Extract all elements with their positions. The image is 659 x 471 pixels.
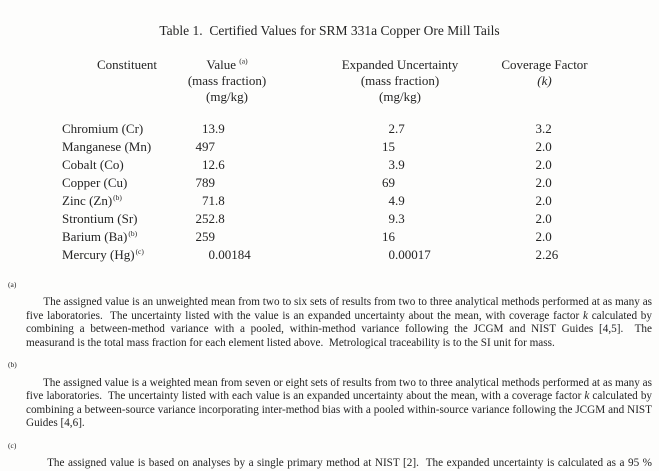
value-cell: 259 <box>195 229 216 244</box>
footnote-c: (c) The assigned value is based on analys… <box>8 442 653 471</box>
row-footnote-ref: (c) <box>135 246 144 256</box>
coverage-factor-cell: 2.0 <box>535 211 552 226</box>
row-footnote-ref: (b) <box>128 228 138 238</box>
uncertainty-cell: 0.00017 <box>388 247 431 262</box>
constituent-cell: Manganese (Mn) <box>62 139 152 154</box>
uncertainty-cell: 4.9 <box>388 193 405 208</box>
table-title: Table 1. Certified Values for SRM 331a C… <box>159 23 500 38</box>
table-row: Copper (Cu) 789 69 2.0 <box>0 174 659 192</box>
uncertainty-cell: 16 <box>382 229 395 244</box>
coverage-factor-cell: 2.26 <box>535 247 559 262</box>
footnote-ref-a: (a) <box>239 56 248 66</box>
column-header-expanded-uncertainty: Expanded Uncertainty (mass fraction) (mg… <box>310 57 490 105</box>
row-footnote-ref: (b) <box>113 192 122 202</box>
footnotes-section: (a) The assigned value is an unweighted m… <box>8 280 655 471</box>
constituent-cell: Zinc (Zn)(b) <box>62 192 122 208</box>
certified-values-table: Chromium (Cr) 13.9 2.7 3.2 Manganese (Mn… <box>0 120 659 264</box>
coverage-factor-cell: 2.0 <box>535 157 552 172</box>
coverage-factor-cell: 2.0 <box>535 193 552 208</box>
header-uncertainty-units-1: (mass fraction) <box>360 73 440 88</box>
footnote-text-b: The assigned value is a weighted mean fr… <box>26 376 655 430</box>
uncertainty-cell: 15 <box>382 139 395 154</box>
table-row: Chromium (Cr) 13.9 2.7 3.2 <box>0 120 659 138</box>
constituent-cell: Mercury (Hg)(c) <box>62 246 144 262</box>
uncertainty-cell: 3.9 <box>388 157 405 172</box>
table-row: Strontium (Sr) 252.8 9.3 2.0 <box>0 210 659 228</box>
table-row: Mercury (Hg)(c) 0.00184 0.00017 2.26 <box>0 246 659 264</box>
value-cell: 13.9 <box>202 121 225 136</box>
column-header-coverage-factor: Coverage Factor (k) <box>466 57 623 105</box>
header-value-units-1: (mass fraction) <box>187 73 267 88</box>
coverage-factor-cell: 2.0 <box>535 229 552 244</box>
table-header-row: Constituent Value (a) (mass fraction) (m… <box>0 57 659 105</box>
value-cell: 71.8 <box>202 193 225 208</box>
footnote-text-c: The assigned value is based on analyses … <box>26 457 653 471</box>
coverage-factor-cell: 3.2 <box>535 121 552 136</box>
column-header-constituent: Constituent <box>62 57 192 105</box>
value-cell: 252.8 <box>195 211 225 226</box>
footnote-text-a: The assigned value is an unweighted mean… <box>26 296 655 349</box>
header-constituent-label: Constituent <box>97 57 157 72</box>
header-uncertainty-label: Expanded Uncertainty <box>341 57 459 72</box>
uncertainty-cell: 2.7 <box>388 121 405 136</box>
header-coverage-label: Coverage Factor <box>501 57 588 72</box>
value-cell: 789 <box>195 175 216 190</box>
column-header-value: Value (a) (mass fraction) (mg/kg) <box>162 57 292 105</box>
coverage-factor-cell: 2.0 <box>535 139 552 154</box>
footnote-b: (b) The assigned value is a weighted mean… <box>8 360 655 430</box>
table-row: Manganese (Mn) 497 15 2.0 <box>0 138 659 156</box>
header-value-label: Value (a) <box>206 56 248 72</box>
header-uncertainty-units-2: (mg/kg) <box>379 89 421 104</box>
table-row: Cobalt (Co) 12.6 3.9 2.0 <box>0 156 659 174</box>
constituent-cell: Copper (Cu) <box>62 175 128 190</box>
uncertainty-cell: 69 <box>382 175 395 190</box>
header-coverage-k: (k) <box>537 73 552 88</box>
footnote-a: (a) The assigned value is an unweighted m… <box>8 280 655 349</box>
table-row: Barium (Ba)(b) 259 16 2.0 <box>0 228 659 246</box>
constituent-cell: Chromium (Cr) <box>62 121 144 136</box>
constituent-cell: Strontium (Sr) <box>62 211 138 226</box>
value-cell: 497 <box>195 139 216 154</box>
table-row: Zinc (Zn)(b) 71.8 4.9 2.0 <box>0 192 659 210</box>
header-value-units-2: (mg/kg) <box>206 89 248 104</box>
coverage-factor-cell: 2.0 <box>535 175 552 190</box>
value-cell: 0.00184 <box>208 247 251 262</box>
constituent-cell: Cobalt (Co) <box>62 157 124 172</box>
uncertainty-cell: 9.3 <box>388 211 405 226</box>
value-cell: 12.6 <box>202 157 225 172</box>
constituent-cell: Barium (Ba)(b) <box>62 228 138 244</box>
